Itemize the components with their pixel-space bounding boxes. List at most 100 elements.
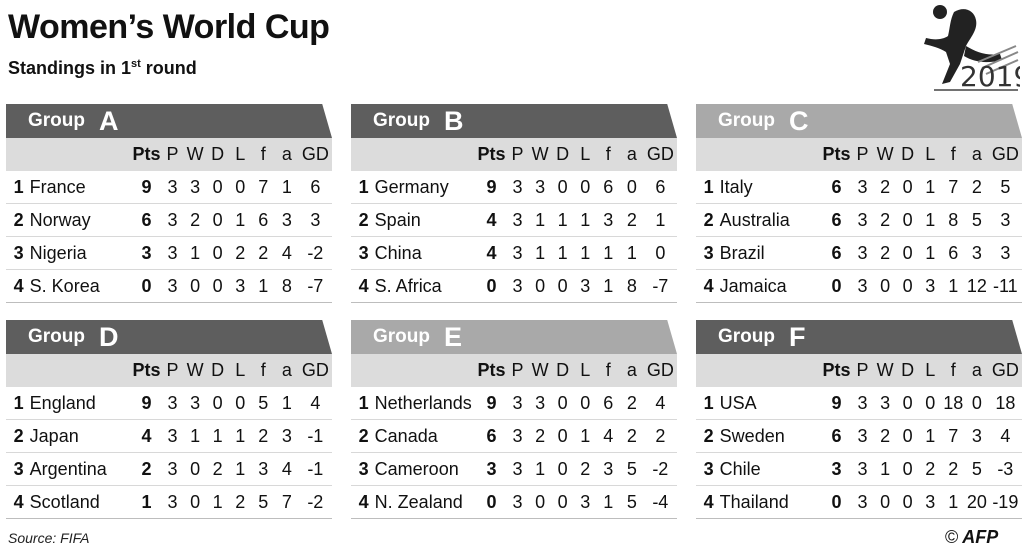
gd-cell: -3 <box>997 458 1014 479</box>
f-cell: 3 <box>603 209 614 230</box>
rank-cell: 4 <box>358 491 369 512</box>
p-cell: 3 <box>512 458 523 479</box>
f-cell: 1 <box>258 275 269 296</box>
column-header-a: a <box>626 360 637 380</box>
a-cell: 5 <box>971 209 982 230</box>
team-name-cell: Argentina <box>29 458 107 479</box>
f-cell: 7 <box>948 425 959 446</box>
group-letter: B <box>444 105 464 136</box>
team-name-cell: Scotland <box>29 491 100 512</box>
group-letter: F <box>789 321 806 352</box>
p-cell: 3 <box>512 209 523 230</box>
team-name-cell: Australia <box>719 209 790 230</box>
column-header-gd: GD <box>991 144 1019 164</box>
d-cell: 1 <box>212 425 223 446</box>
gd-cell: -4 <box>652 491 669 512</box>
pts-cell: 9 <box>486 176 497 197</box>
group-word: Group <box>28 326 85 347</box>
column-header-l: L <box>925 360 936 380</box>
l-cell: 0 <box>925 392 936 413</box>
column-header-pts: Pts <box>477 144 506 164</box>
w-cell: 1 <box>535 242 546 263</box>
a-cell: 5 <box>626 491 637 512</box>
p-cell: 3 <box>512 392 523 413</box>
f-cell: 1 <box>948 275 959 296</box>
gd-cell: 4 <box>655 392 666 413</box>
d-cell: 0 <box>902 425 913 446</box>
pts-cell: 3 <box>141 242 152 263</box>
group-letter: C <box>789 105 809 136</box>
gd-cell: 3 <box>1000 242 1011 263</box>
a-cell: 0 <box>971 392 982 413</box>
a-cell: 5 <box>971 458 982 479</box>
subtitle-superscript: st <box>131 58 141 70</box>
team-name-cell: Jamaica <box>719 275 787 296</box>
w-cell: 1 <box>190 425 201 446</box>
w-cell: 0 <box>535 491 546 512</box>
page-subtitle: Standings in 1st round <box>8 58 197 79</box>
l-cell: 1 <box>925 209 936 230</box>
world-cup-logo-icon: 2019 <box>924 5 1020 93</box>
d-cell: 0 <box>557 176 568 197</box>
l-cell: 2 <box>235 491 246 512</box>
group-word: Group <box>718 110 775 131</box>
d-cell: 1 <box>212 491 223 512</box>
d-cell: 1 <box>557 242 568 263</box>
d-cell: 0 <box>902 242 913 263</box>
column-header-gd: GD <box>301 360 329 380</box>
column-header-f: f <box>605 360 611 380</box>
rank-cell: 2 <box>703 209 714 230</box>
table-row: 3 Argentina 2 3 0 2 1 3 4 -1 <box>6 453 332 486</box>
p-cell: 3 <box>857 275 868 296</box>
d-cell: 2 <box>212 458 223 479</box>
p-cell: 3 <box>857 392 868 413</box>
gd-cell: 18 <box>995 392 1016 413</box>
gd-cell: -7 <box>652 275 669 296</box>
column-header-gd: GD <box>991 360 1019 380</box>
pts-cell: 0 <box>831 275 842 296</box>
table-row: 4 S. Africa 0 3 0 0 3 1 8 -7 <box>351 270 677 303</box>
rank-cell: 1 <box>13 392 24 413</box>
a-cell: 8 <box>281 275 292 296</box>
d-cell: 0 <box>902 275 913 296</box>
pts-cell: 2 <box>141 458 152 479</box>
w-cell: 0 <box>535 275 546 296</box>
gd-cell: -19 <box>992 491 1019 512</box>
d-cell: 0 <box>557 425 568 446</box>
column-header-d: D <box>556 360 570 380</box>
column-header-gd: GD <box>301 144 329 164</box>
logo-year: 2019 <box>960 60 1020 93</box>
rank-cell: 2 <box>703 425 714 446</box>
f-cell: 6 <box>258 209 269 230</box>
column-header-d: D <box>901 144 915 164</box>
d-cell: 0 <box>902 209 913 230</box>
copyright-symbol: © <box>945 527 959 547</box>
column-header-a: a <box>281 144 292 164</box>
a-cell: 3 <box>281 209 292 230</box>
w-cell: 3 <box>535 176 546 197</box>
rank-cell: 4 <box>13 491 24 512</box>
d-cell: 0 <box>212 209 223 230</box>
a-cell: 7 <box>281 491 292 512</box>
a-cell: 5 <box>626 458 637 479</box>
column-header-l: L <box>235 360 246 380</box>
f-cell: 1 <box>603 275 614 296</box>
d-cell: 0 <box>557 275 568 296</box>
l-cell: 2 <box>235 242 246 263</box>
pts-cell: 0 <box>141 275 152 296</box>
rank-cell: 1 <box>358 176 369 197</box>
rank-cell: 3 <box>13 458 24 479</box>
table-row: 3 Nigeria 3 3 1 0 2 2 4 -2 <box>6 237 332 270</box>
w-cell: 0 <box>190 491 201 512</box>
w-cell: 3 <box>880 392 891 413</box>
table-row: 3 China 4 3 1 1 1 1 1 0 <box>351 237 677 270</box>
w-cell: 2 <box>880 425 891 446</box>
column-header-p: P <box>511 144 524 164</box>
a-cell: 2 <box>626 425 637 446</box>
pts-cell: 1 <box>141 491 152 512</box>
p-cell: 3 <box>167 209 178 230</box>
table-row: 2 Japan 4 3 1 1 1 2 3 -1 <box>6 420 332 453</box>
pts-cell: 6 <box>831 242 842 263</box>
team-name-cell: Thailand <box>719 491 789 512</box>
